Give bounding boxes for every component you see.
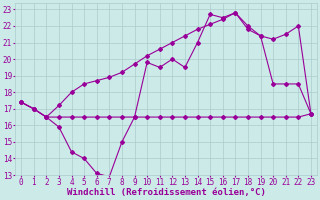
X-axis label: Windchill (Refroidissement éolien,°C): Windchill (Refroidissement éolien,°C) xyxy=(67,188,266,197)
